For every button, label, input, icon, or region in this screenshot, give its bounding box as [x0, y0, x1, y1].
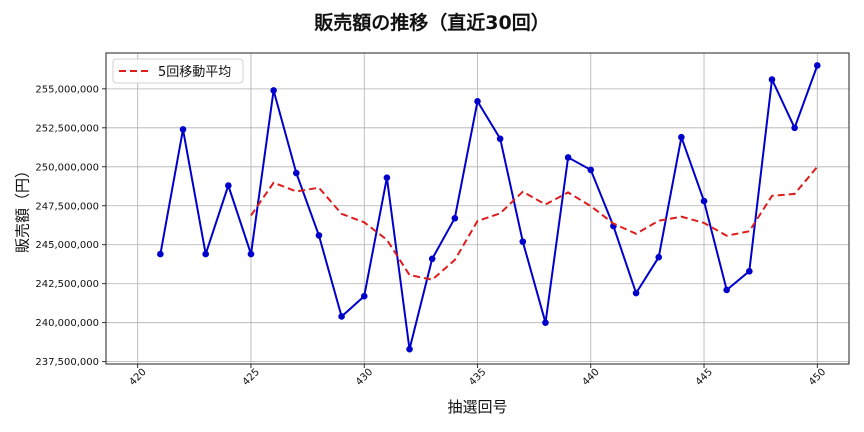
data-point-marker	[678, 133, 685, 141]
data-point-marker	[746, 267, 753, 275]
x-tick-label: 435	[467, 367, 488, 388]
data-point-marker	[768, 76, 776, 83]
data-point-marker	[564, 154, 572, 161]
data-point-marker	[247, 250, 255, 258]
data-point-marker	[700, 197, 708, 205]
chart-title: 販売額の推移（直近30回）	[314, 12, 550, 34]
data-point-marker	[542, 319, 549, 326]
y-tick-label: 245,000,000	[35, 240, 99, 251]
data-point-marker	[813, 62, 821, 69]
data-point-marker	[428, 255, 436, 263]
y-tick-label: 237,500,000	[35, 357, 99, 368]
data-point-marker	[270, 87, 277, 94]
data-point-marker	[202, 250, 209, 258]
x-tick-label: 440	[580, 367, 601, 388]
moving-average-line	[250, 166, 819, 281]
data-point-marker	[338, 313, 345, 320]
y-tick-label: 242,500,000	[35, 279, 99, 290]
data-point-marker	[587, 166, 595, 174]
x-tick-label: 445	[694, 367, 715, 388]
data-point-marker	[179, 126, 187, 133]
data-point-marker	[791, 124, 798, 132]
data-point-marker	[632, 289, 640, 297]
data-point-marker	[225, 182, 232, 189]
y-tick-label: 250,000,000	[35, 162, 99, 173]
data-point-marker	[723, 286, 730, 294]
data-point-marker	[474, 98, 481, 105]
data-point-marker	[315, 232, 323, 239]
y-tick-label: 247,500,000	[35, 201, 99, 212]
legend-box	[112, 58, 244, 84]
data-point-marker	[292, 169, 300, 177]
y-tick-label: 240,000,000	[35, 318, 99, 329]
data-point-marker	[451, 214, 459, 222]
data-point-marker	[655, 253, 663, 261]
x-axis-label: 抽選回号	[447, 398, 508, 416]
data-point-marker	[406, 345, 413, 353]
y-tick-label: 252,500,000	[35, 123, 99, 134]
sales-line	[159, 65, 819, 350]
y-axis-label: 販売額（円）	[13, 162, 32, 254]
x-tick-label: 430	[354, 367, 375, 388]
data-point-marker	[360, 292, 368, 300]
plot-frame	[105, 52, 850, 365]
x-tick-label: 425	[241, 367, 262, 388]
data-point-marker	[496, 135, 504, 143]
data-point-marker	[519, 238, 527, 245]
y-tick-label: 255,000,000	[35, 84, 99, 95]
x-tick-label: 450	[807, 367, 828, 388]
data-point-marker	[383, 174, 391, 182]
data-point-marker	[157, 250, 164, 258]
legend-label: 5回移動平均	[158, 65, 231, 80]
x-tick-label: 420	[127, 367, 148, 388]
